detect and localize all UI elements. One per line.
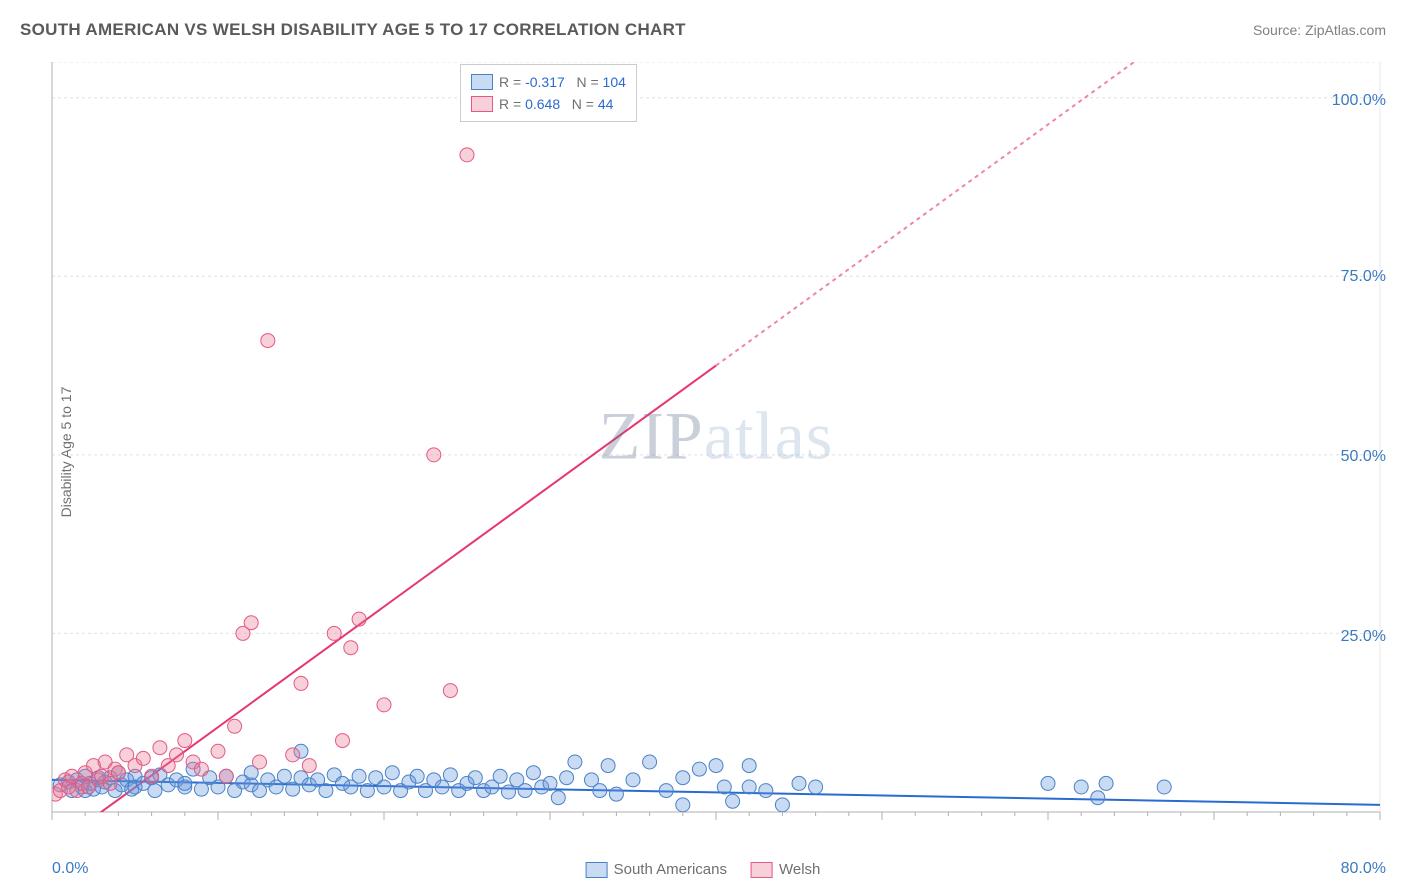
legend-label: Welsh [779,861,820,878]
y-gridline-label-50: 50.0% [1341,448,1386,466]
y-axis-label: Disability Age 5 to 17 [58,387,74,518]
chart-area: Disability Age 5 to 17 ZIPatlas [46,62,1386,842]
source-label: Source: ZipAtlas.com [1253,22,1386,38]
legend-label: South Americans [614,861,727,878]
chart-title: SOUTH AMERICAN VS WELSH DISABILITY AGE 5… [20,20,686,40]
legend-swatch [751,862,773,878]
legend-item: Welsh [751,861,820,878]
x-axis-end-label: 80.0% [1341,860,1386,878]
correlation-legend-row: R = -0.317 N = 104 [471,71,626,93]
chart-container: SOUTH AMERICAN VS WELSH DISABILITY AGE 5… [0,0,1406,892]
legend-item: South Americans [586,861,727,878]
y-gridline-label-75: 75.0% [1341,268,1386,286]
legend-swatch [586,862,608,878]
legend-swatch [471,96,493,112]
series-legend: South Americans Welsh [586,861,821,878]
scatter-plot [46,62,1386,842]
correlation-legend-row: R = 0.648 N = 44 [471,93,626,115]
correlation-text: R = -0.317 N = 104 [499,74,626,90]
legend-swatch [471,74,493,90]
correlation-legend: R = -0.317 N = 104 R = 0.648 N = 44 [460,64,637,122]
correlation-text: R = 0.648 N = 44 [499,96,613,112]
x-axis-start-label: 0.0% [52,860,88,878]
y-gridline-label-100: 100.0% [1332,92,1386,110]
y-gridline-label-25: 25.0% [1341,628,1386,646]
